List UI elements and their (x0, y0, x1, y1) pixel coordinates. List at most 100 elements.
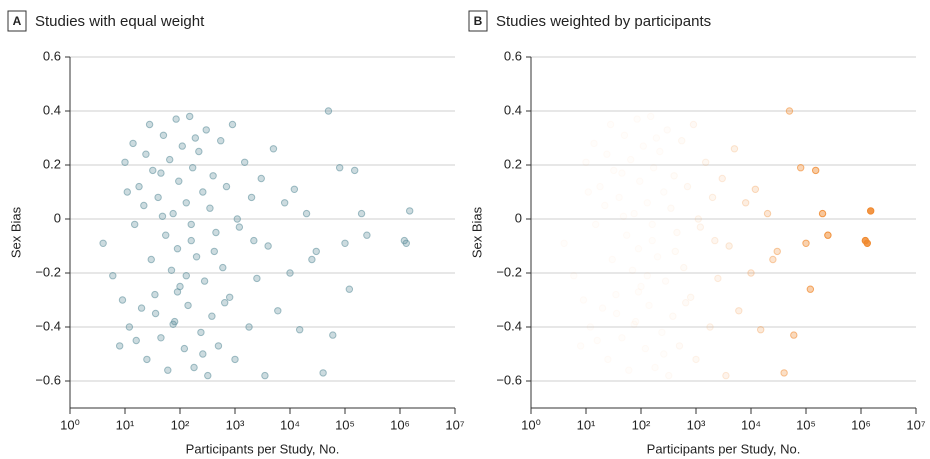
data-point (269, 145, 278, 153)
data-point (209, 172, 217, 180)
data-point (143, 355, 151, 364)
data-point (634, 116, 640, 122)
data-point (99, 239, 107, 248)
data-point (191, 134, 200, 142)
data-point (363, 231, 371, 239)
y-tick-label: 0 (54, 210, 61, 225)
data-point (169, 209, 177, 218)
data-point (182, 272, 190, 280)
data-point (561, 240, 567, 246)
data-point (329, 331, 337, 339)
data-point (646, 302, 652, 308)
data-point (192, 253, 201, 261)
data-point (132, 336, 140, 345)
y-tick-label: −0.2 (496, 264, 522, 279)
data-point (824, 231, 832, 239)
data-point (708, 193, 717, 202)
data-point (164, 366, 172, 374)
data-point (657, 148, 663, 154)
y-axis-label: Sex Bias (469, 206, 484, 258)
data-point (607, 121, 613, 127)
data-point (180, 344, 189, 353)
y-tick-label: −0.4 (496, 318, 522, 333)
data-point (602, 202, 608, 208)
data-point (673, 228, 681, 237)
data-point (680, 263, 688, 272)
data-point (162, 231, 170, 239)
data-point (217, 137, 225, 145)
x-tick-label: 10¹ (577, 417, 596, 432)
data-point (228, 120, 237, 129)
data-point (137, 304, 146, 312)
data-point (773, 247, 781, 256)
x-tick-label: 10⁴ (741, 417, 761, 432)
data-point (199, 188, 207, 196)
data-point (169, 320, 177, 328)
x-tick-label: 10⁷ (906, 417, 925, 432)
y-tick-label: 0.4 (504, 102, 522, 117)
data-point (682, 299, 690, 307)
data-point (154, 193, 162, 202)
data-point (620, 213, 626, 219)
data-point (667, 204, 675, 212)
data-point (613, 291, 619, 297)
data-point (240, 158, 249, 167)
panel-label: A (13, 14, 22, 28)
data-point (686, 293, 695, 301)
x-tick-label: 10⁰ (60, 417, 80, 432)
data-point (790, 331, 798, 339)
data-point (675, 342, 684, 350)
data-point (142, 150, 150, 158)
data-point (644, 273, 650, 279)
x-tick-label: 10¹ (116, 417, 135, 432)
data-point (235, 223, 244, 231)
x-tick-label: 10² (632, 417, 651, 432)
data-point (341, 239, 349, 248)
data-point (706, 323, 714, 331)
data-point (157, 334, 165, 342)
data-point (696, 223, 705, 231)
data-point (735, 307, 743, 315)
panel-box (7, 10, 27, 32)
data-point (649, 221, 655, 227)
data-point (609, 256, 615, 262)
x-tick-label: 10³ (687, 417, 706, 432)
data-point (222, 182, 231, 191)
data-point (751, 185, 760, 194)
x-axis-label: Participants per Study, No. (647, 441, 801, 456)
y-tick-label: 0 (515, 210, 522, 225)
data-point (796, 164, 805, 172)
data-point (172, 115, 180, 123)
data-point (214, 342, 223, 350)
data-point (780, 369, 788, 377)
data-point (626, 367, 632, 373)
data-point (756, 326, 765, 334)
data-point (159, 131, 168, 140)
data-point (591, 140, 597, 146)
x-tick-label: 10⁰ (521, 417, 541, 432)
data-point (212, 228, 220, 237)
x-tick-label: 10⁶ (390, 417, 410, 432)
data-point (335, 164, 344, 172)
data-point (806, 285, 815, 293)
data-point (659, 329, 665, 335)
data-point (233, 215, 241, 223)
data-point (405, 207, 414, 215)
data-point (587, 324, 593, 330)
data-point (670, 172, 678, 180)
data-point (345, 285, 354, 293)
data-point (653, 135, 659, 141)
data-point (206, 204, 214, 212)
data-point (594, 337, 600, 343)
data-point (628, 156, 634, 162)
data-point (118, 296, 127, 304)
data-point (187, 220, 195, 229)
data-point (231, 355, 239, 364)
data-point (671, 247, 679, 256)
data-point (683, 182, 692, 191)
data-point (585, 189, 591, 195)
data-point (123, 188, 131, 196)
data-point (324, 107, 333, 115)
data-point (199, 350, 207, 358)
data-point (121, 158, 129, 167)
